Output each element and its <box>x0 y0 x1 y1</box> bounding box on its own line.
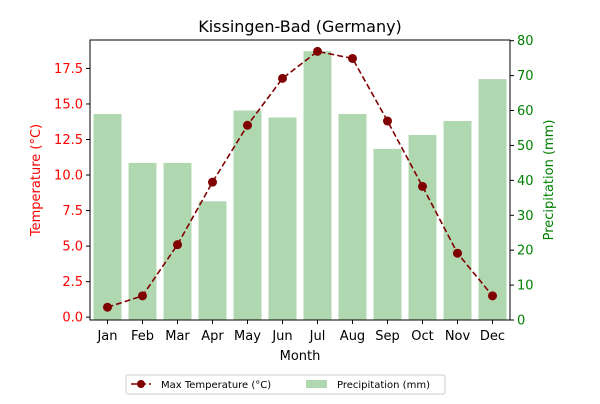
x-tick-label: Sep <box>375 329 400 344</box>
y-tick-label-left: 17.5 <box>54 62 83 77</box>
temperature-point-nov <box>453 248 462 258</box>
temperature-point-jan <box>103 302 112 312</box>
precipitation-bar-oct <box>408 134 437 320</box>
legend: Max Temperature (°C) Precipitation (mm) <box>125 374 446 395</box>
y-tick-label-left: 15.0 <box>54 97 83 112</box>
x-tick-label: Jan <box>96 329 117 344</box>
y-tick-label-left: 10.0 <box>54 169 83 184</box>
y-tick-label-left: 12.5 <box>54 133 83 148</box>
y-axis-label-left: Temperature (°C) <box>29 124 44 237</box>
y-tick-label-right: 70 <box>517 69 534 84</box>
legend-temperature-label: Max Temperature (°C) <box>161 380 271 391</box>
x-tick-label: Nov <box>445 329 471 344</box>
temperature-point-jul <box>313 46 322 56</box>
legend-box <box>125 374 446 395</box>
x-tick-label: Feb <box>131 329 154 344</box>
axes: Jan Feb Mar Apr May Jun Jul Aug Sep Oct Nov Dec 0.0 2… <box>54 34 534 344</box>
precipitation-bar-aug <box>338 114 367 321</box>
temperature-point-apr <box>208 177 217 187</box>
temperature-point-feb <box>138 291 147 301</box>
temperature-point-may <box>243 120 252 130</box>
precipitation-bar-jun <box>268 117 297 321</box>
y-tick-label-right: 0 <box>517 314 525 329</box>
temperature-line <box>107 50 494 308</box>
y-tick-label-right: 50 <box>517 139 534 154</box>
y-tick-label-right: 10 <box>517 279 534 294</box>
y-tick-label-right: 40 <box>517 174 534 189</box>
legend-temperature-marker <box>137 380 145 388</box>
y-tick-label-left: 0.0 <box>62 311 83 326</box>
temperature-point-aug <box>348 53 357 63</box>
x-tick-label: Aug <box>340 329 365 344</box>
chart-title: Kissingen-Bad (Germany) <box>198 17 402 36</box>
y-tick-label-left: 2.5 <box>62 275 83 290</box>
temperature-point-oct <box>418 181 427 191</box>
precipitation-bar-apr <box>198 201 227 320</box>
precipitation-bar-sep <box>373 148 402 320</box>
legend-precipitation-label: Precipitation (mm) <box>337 380 430 391</box>
x-tick-label: May <box>234 329 261 344</box>
temperature-point-mar <box>173 240 182 250</box>
temperature-point-jun <box>278 73 287 83</box>
y-axis-label-right: Precipitation (mm) <box>542 120 557 241</box>
x-axis-label: Month <box>280 349 321 364</box>
y-tick-label-right: 80 <box>517 34 534 49</box>
precipitation-bar-jul <box>303 51 332 321</box>
x-tick-label: Jun <box>271 329 292 344</box>
temperature-point-sep <box>383 116 392 126</box>
x-tick-label: Oct <box>411 329 433 344</box>
x-tick-label: Dec <box>480 329 505 344</box>
legend-precipitation-swatch <box>306 380 327 388</box>
y-tick-label-left: 5.0 <box>62 240 83 255</box>
precipitation-bar-jan <box>93 114 122 321</box>
temperature-point-dec <box>488 291 497 301</box>
y-tick-label-right: 60 <box>517 104 534 119</box>
x-tick-label: Jul <box>309 329 326 344</box>
y-tick-label-right: 20 <box>517 244 534 259</box>
y-tick-label-left: 7.5 <box>62 204 83 219</box>
precipitation-bar-nov <box>443 120 472 321</box>
precipitation-bars <box>93 51 507 321</box>
precipitation-bar-may <box>233 110 262 321</box>
temperature-line-series <box>103 46 497 312</box>
x-tick-label: Mar <box>165 329 190 344</box>
precipitation-bar-dec <box>478 79 507 321</box>
x-tick-label: Apr <box>201 329 224 344</box>
y-tick-label-right: 30 <box>517 209 534 224</box>
